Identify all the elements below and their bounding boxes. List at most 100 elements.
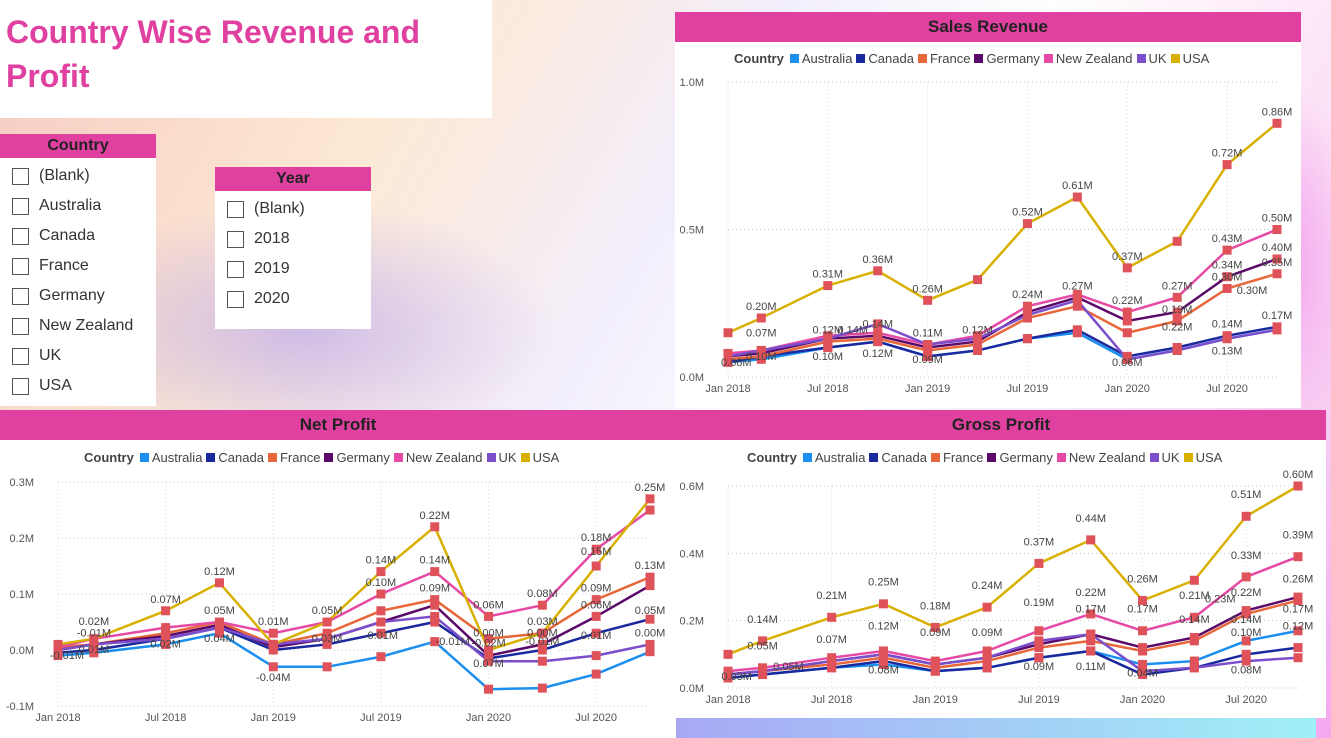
legend-swatch	[869, 453, 879, 462]
data-point-marker	[823, 281, 833, 291]
checkbox[interactable]	[227, 200, 244, 218]
checkbox[interactable]	[227, 260, 244, 278]
data-label: 0.09M	[972, 627, 1003, 639]
checkbox[interactable]	[12, 377, 29, 395]
year-option-label: 2018	[254, 230, 290, 247]
data-point-marker	[591, 561, 601, 571]
legend-item[interactable]: Canada	[206, 450, 264, 465]
year-option[interactable]: (Blank)	[215, 194, 371, 224]
legend-swatch	[324, 453, 334, 462]
y-tick-label: 0.0M	[680, 372, 704, 384]
data-point-marker	[1189, 633, 1199, 642]
data-label: 0.14M	[1179, 614, 1210, 626]
legend-item[interactable]: USA	[1170, 51, 1209, 66]
legend-item[interactable]: Germany	[324, 450, 390, 465]
data-point-marker	[973, 334, 983, 344]
data-label: 0.05M	[773, 661, 804, 673]
data-label: -0.01M	[436, 636, 470, 648]
data-point-marker	[1293, 481, 1303, 491]
data-point-marker	[1222, 245, 1232, 255]
legend-item[interactable]: Canada	[856, 51, 914, 66]
data-label: 0.33M	[1231, 550, 1262, 562]
legend-item[interactable]: New Zealand	[393, 450, 483, 465]
legend-label: Germany	[999, 450, 1053, 465]
x-tick-label: Jan 2020	[1120, 694, 1165, 706]
checkbox[interactable]	[12, 257, 29, 275]
legend-item[interactable]: New Zealand	[1056, 450, 1146, 465]
legend-item[interactable]: Canada	[869, 450, 927, 465]
country-option[interactable]: USA	[0, 371, 156, 401]
legend-item[interactable]: Australia	[802, 450, 865, 465]
legend-item[interactable]: USA	[520, 450, 559, 465]
legend-item[interactable]: UK	[1136, 51, 1167, 66]
legend-item[interactable]: New Zealand	[1043, 51, 1133, 66]
data-label: 0.01M	[258, 616, 289, 628]
checkbox[interactable]	[12, 317, 29, 335]
country-option[interactable]: Australia	[0, 191, 156, 221]
checkbox[interactable]	[12, 287, 29, 305]
data-point-marker	[923, 351, 933, 361]
gross-profit-title: Gross Profit	[676, 410, 1326, 440]
year-option[interactable]: 2019	[215, 254, 371, 284]
checkbox[interactable]	[12, 167, 29, 185]
data-point-marker	[322, 634, 332, 644]
country-option[interactable]: Germany	[0, 281, 156, 311]
legend-item[interactable]: Australia	[139, 450, 202, 465]
data-point-marker	[430, 611, 440, 621]
title-card: Country Wise Revenue and Profit	[0, 0, 492, 118]
data-label: 0.02M	[150, 639, 181, 651]
data-point-marker	[1072, 301, 1082, 311]
legend-item[interactable]: France	[267, 450, 320, 465]
data-point-marker	[645, 572, 655, 582]
data-point-marker	[1034, 558, 1044, 568]
series-line-usa	[727, 122, 1278, 334]
checkbox[interactable]	[12, 197, 29, 215]
checkbox[interactable]	[227, 290, 244, 308]
data-point-marker	[873, 266, 883, 276]
checkbox[interactable]	[12, 347, 29, 365]
data-point-marker	[537, 683, 547, 693]
data-label: 0.51M	[1231, 489, 1262, 501]
data-point-marker	[591, 651, 601, 661]
data-label: 0.22M	[1162, 322, 1193, 334]
legend-item[interactable]: France	[917, 51, 970, 66]
data-point-marker	[1034, 626, 1044, 636]
net-profit-chart: -0.1M 0.0M 0.1M 0.2M 0.3M Jan 2018 Jul 2018 Jan…	[6, 477, 665, 724]
data-point-marker	[982, 653, 992, 663]
data-label: 0.09M	[419, 583, 450, 595]
legend-item[interactable]: UK	[486, 450, 517, 465]
legend-swatch	[987, 453, 997, 462]
data-label: 0.09M	[912, 354, 943, 366]
checkbox[interactable]	[12, 227, 29, 245]
year-option[interactable]: 2020	[215, 284, 371, 314]
country-option[interactable]: Canada	[0, 221, 156, 251]
legend-item[interactable]: France	[930, 450, 983, 465]
country-option[interactable]: (Blank)	[0, 161, 156, 191]
data-point-marker	[1086, 646, 1096, 656]
legend-item[interactable]: Australia	[789, 51, 852, 66]
data-point-marker	[1072, 325, 1082, 335]
country-option[interactable]: New Zealand	[0, 311, 156, 341]
legend-item[interactable]: Germany	[974, 51, 1040, 66]
y-tick-label: 0.1M	[10, 589, 34, 601]
data-label: 0.26M	[912, 283, 943, 295]
country-option[interactable]: UK	[0, 341, 156, 371]
legend-title: Country	[734, 51, 784, 66]
data-point-marker	[1241, 606, 1251, 616]
y-tick-label: 0.5M	[680, 225, 704, 237]
data-label: 0.06M	[1112, 357, 1143, 369]
series-line-australia	[57, 631, 651, 691]
data-label: 0.12M	[862, 348, 893, 360]
data-point-marker	[376, 589, 386, 599]
data-point-marker	[214, 623, 224, 633]
data-point-marker	[723, 351, 733, 361]
legend-item[interactable]: USA	[1183, 450, 1222, 465]
country-option[interactable]: France	[0, 251, 156, 281]
legend-label: New Zealand	[1068, 450, 1146, 465]
data-point-marker	[1272, 118, 1282, 128]
year-option[interactable]: 2018	[215, 224, 371, 254]
legend-item[interactable]: Germany	[987, 450, 1053, 465]
checkbox[interactable]	[227, 230, 244, 248]
legend-item[interactable]: UK	[1149, 450, 1180, 465]
data-point-marker	[484, 684, 494, 694]
